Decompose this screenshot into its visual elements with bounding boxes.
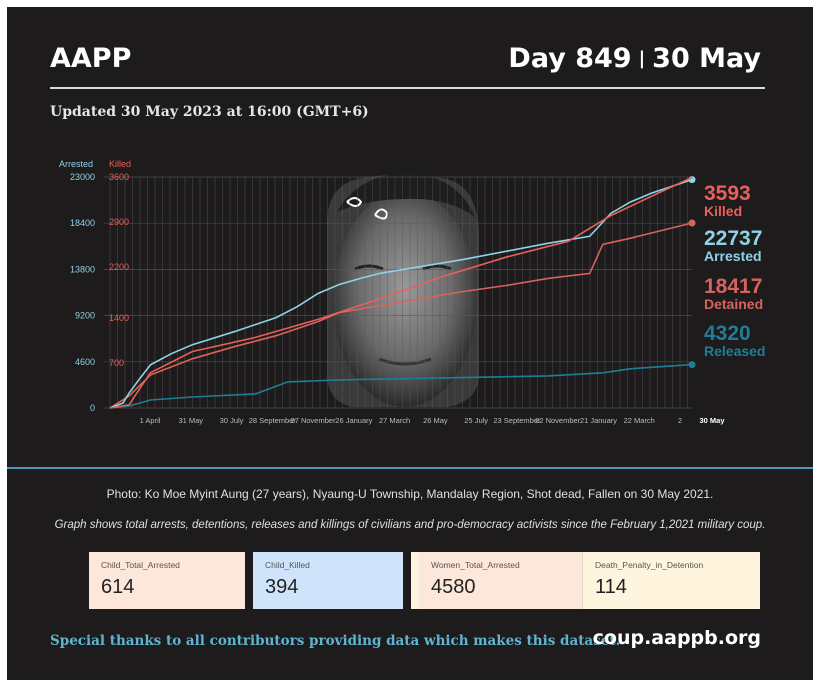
- stat-value: 4580: [431, 576, 476, 598]
- left-tick-label: 4600: [75, 357, 95, 367]
- day-date-header: Day 849 | 30 May: [508, 43, 761, 74]
- x-tick-label: 26 January: [335, 416, 372, 425]
- x-tick-label: 30 May: [699, 416, 725, 425]
- org-title: AAPP: [50, 43, 132, 74]
- left-tick-label: 18400: [70, 218, 95, 228]
- left-tick-label: 0: [90, 403, 95, 413]
- stat-label: Child_Killed: [265, 560, 310, 570]
- x-tick-label: 28 September: [249, 416, 297, 425]
- thanks-note: Special thanks to all contributors provi…: [50, 633, 621, 649]
- x-tick-label: 25 July: [464, 416, 488, 425]
- left-tick-label: 13800: [70, 264, 95, 274]
- series-end-point-released: [688, 361, 696, 369]
- day-label: Day 849: [508, 43, 632, 74]
- stat-value: 394: [265, 576, 299, 598]
- stat-card-death-penalty: Death_Penalty_in_Detention 114: [582, 552, 760, 609]
- left-tick-label: 9200: [75, 311, 95, 321]
- series-end-point-detained: [688, 219, 696, 227]
- photo-caption: Photo: Ko Moe Myint Aung (27 years), Nya…: [106, 487, 714, 501]
- series-line-killed: [109, 176, 693, 409]
- series-line-detained: [109, 222, 693, 409]
- stat-card-child-arrested: Child_Total_Arrested 614: [89, 552, 245, 609]
- killed-tick-label: 3600: [109, 172, 129, 182]
- x-tick-label: 1 April: [140, 416, 161, 425]
- header-separator: |: [638, 48, 646, 69]
- x-tick-label: 31 May: [178, 416, 203, 425]
- series-end-point-arrested: [688, 176, 696, 184]
- updated-timestamp: Updated 30 May 2023 at 16:00 (GMT+6): [50, 104, 369, 120]
- end-label-name: Killed: [704, 203, 742, 219]
- site-link[interactable]: coup.aappb.org: [592, 627, 761, 649]
- card-spacer: [411, 552, 419, 609]
- end-label-name: Arrested: [704, 248, 762, 264]
- stat-value: 114: [595, 576, 627, 598]
- end-label-value: 18417: [704, 275, 762, 298]
- date-label: 30 May: [652, 43, 761, 74]
- x-tick-label: 27 November: [291, 416, 337, 425]
- end-label-name: Detained: [704, 296, 763, 312]
- series-line-arrested: [109, 178, 693, 409]
- x-tick-label: 26 May: [423, 416, 448, 425]
- x-tick-label: 22 November: [535, 416, 581, 425]
- x-tick-label: 27 March: [379, 416, 410, 425]
- cumulative-line-chart: Arrested Killed 0 4600 9200 13800 18400 23000 70…: [59, 159, 765, 425]
- x-tick-label: 22 March: [624, 416, 655, 425]
- graph-description: Graph shows total arrests, detentions, r…: [54, 519, 766, 531]
- end-label-value: 4320: [704, 322, 751, 345]
- stat-card-child-killed: Child_Killed 394: [253, 552, 403, 609]
- stat-value: 614: [101, 576, 135, 598]
- header-rule: [50, 87, 765, 89]
- left-axis-title: Arrested: [59, 159, 93, 169]
- stat-card-women-arrested: Women_Total_Arrested 4580: [419, 552, 582, 609]
- right-axis-title: Killed: [109, 159, 131, 169]
- x-tick-label: 2: [678, 416, 682, 425]
- stat-label: Child_Total_Arrested: [101, 560, 180, 570]
- stats-cards: Child_Total_Arrested 614 Child_Killed 39…: [89, 552, 760, 609]
- killed-tick-label: 2900: [109, 217, 129, 227]
- stat-label: Women_Total_Arrested: [431, 560, 520, 570]
- end-label-name: Released: [704, 343, 765, 359]
- end-label-value: 22737: [704, 227, 762, 250]
- killed-tick-label: 700: [109, 358, 124, 368]
- stat-label: Death_Penalty_in_Detention: [595, 560, 704, 570]
- killed-tick-label: 1400: [109, 313, 129, 323]
- infographic-frame: AAPP Day 849 | 30 May Updated 30 May 2023 …: [7, 7, 813, 680]
- left-tick-label: 23000: [70, 172, 95, 182]
- x-tick-label: 23 September: [493, 416, 541, 425]
- killed-tick-label: 2200: [109, 262, 129, 272]
- x-tick-label: 21 January: [580, 416, 617, 425]
- series-line-released: [109, 363, 693, 409]
- section-divider: [7, 467, 813, 469]
- x-tick-label: 30 July: [220, 416, 244, 425]
- end-label-value: 3593: [704, 182, 751, 205]
